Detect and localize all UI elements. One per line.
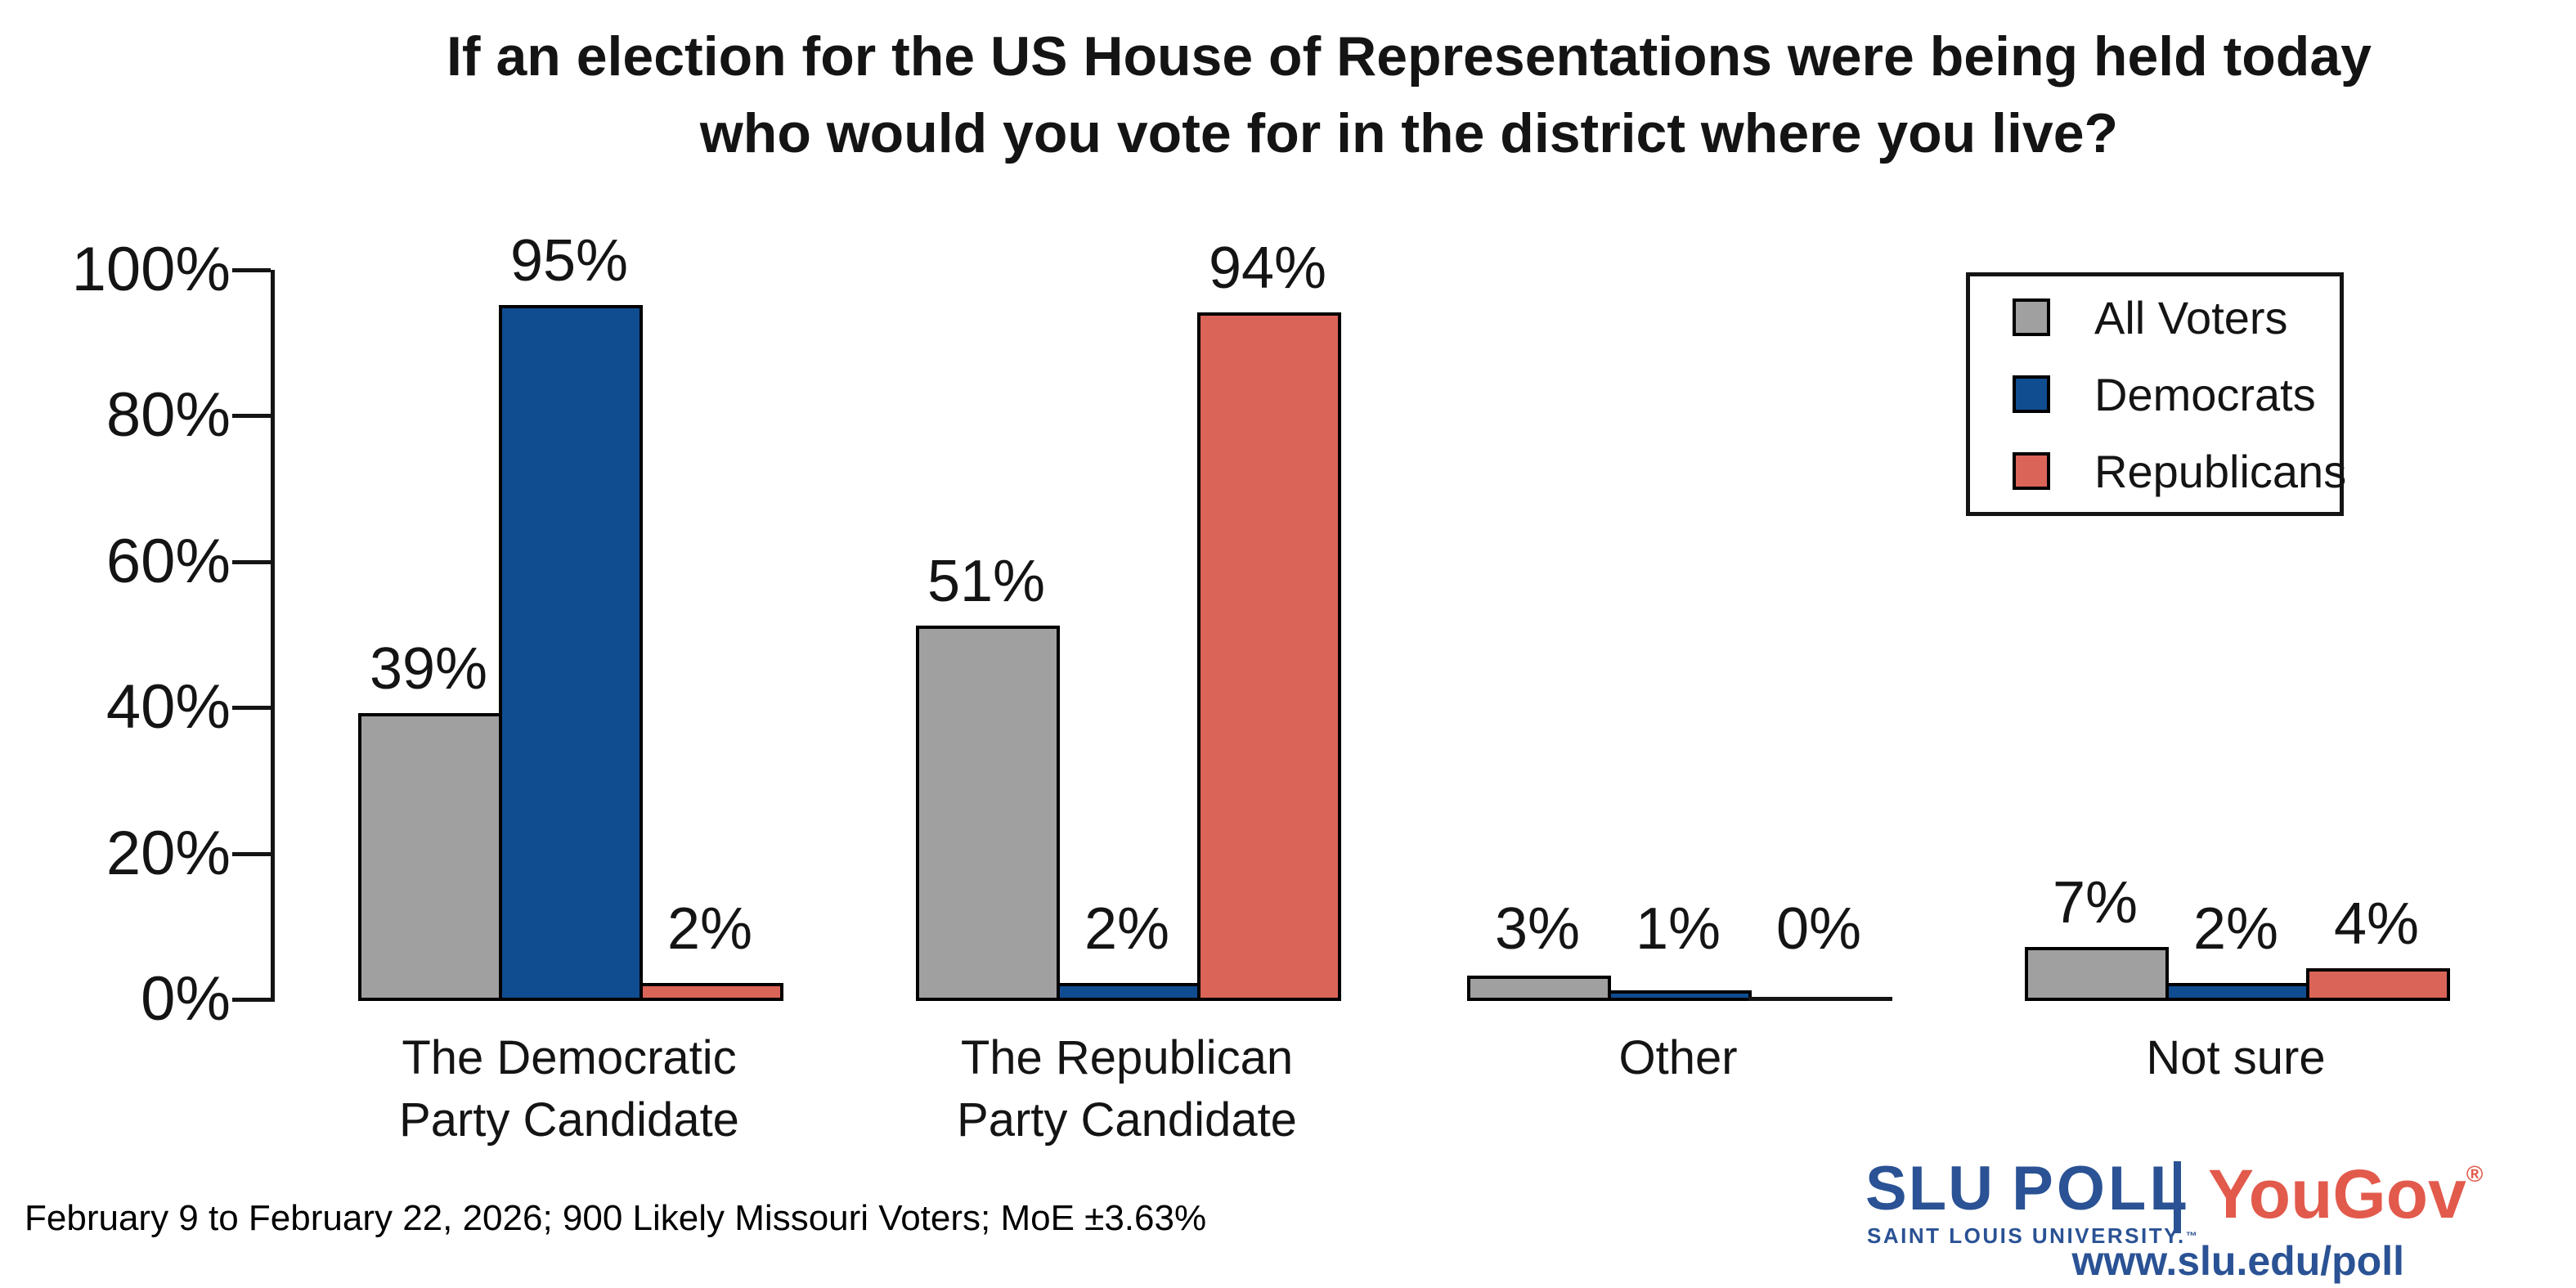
footnote: February 9 to February 22, 2026; 900 Lik…	[25, 1198, 1207, 1238]
value-label-democrats-not-sure: 2%	[2192, 896, 2279, 962]
bar-republicans-not-sure	[2306, 968, 2450, 1001]
value-label-all-voters-other: 3%	[1494, 896, 1581, 962]
bar-republicans-the-democratic-party-candidate	[640, 983, 783, 1001]
y-tick-label-40: 40%	[105, 672, 231, 743]
value-label-all-voters-the-republican-party-candidate: 51%	[927, 549, 1046, 614]
bar-all-voters-other	[1467, 976, 1611, 1001]
y-tick-label-60: 60%	[105, 526, 231, 596]
y-tick-40	[232, 706, 271, 711]
value-label-democrats-other: 1%	[1635, 896, 1721, 962]
bar-group-not-sure: 7% 2% 4% Not sure	[2025, 270, 2450, 1084]
y-tick-0	[232, 998, 271, 1002]
legend-swatch-democrats	[2013, 375, 2050, 413]
legend-item-all-voters: All Voters	[2013, 291, 2340, 344]
slu-logo-word: SLU	[1865, 1154, 1995, 1223]
value-label-republicans-not-sure: 4%	[2333, 891, 2420, 957]
y-tick-80	[232, 414, 271, 419]
slu-poll-logo: SLU POLL	[1865, 1156, 2191, 1222]
value-label-republicans-the-democratic-party-candidate: 2%	[666, 896, 753, 962]
y-tick-label-0: 0%	[141, 964, 231, 1034]
value-label-republicans-the-republican-party-candidate: 94%	[1208, 236, 1327, 301]
legend: All Voters Democrats Republicans	[1966, 272, 2346, 516]
legend-label-democrats: Democrats	[2094, 368, 2316, 420]
chart-title: If an election for the US House of Repre…	[285, 18, 2533, 172]
bar-democrats-not-sure	[2165, 983, 2309, 1001]
y-tick-label-80: 80%	[105, 380, 231, 451]
value-label-all-voters-the-democratic-party-candidate: 39%	[369, 636, 488, 702]
slu-poll-url: www.slu.edu/poll	[2071, 1238, 2405, 1284]
yougov-logo-text: YouGov	[2208, 1156, 2466, 1232]
bar-democrats-the-republican-party-candidate	[1057, 983, 1200, 1001]
legend-label-republicans: Republicans	[2094, 445, 2347, 497]
slu-tagline-text: SAINT LOUIS UNIVERSITY.	[1867, 1223, 2186, 1248]
legend-swatch-all-voters	[2013, 298, 2050, 336]
bar-all-voters-not-sure	[2025, 947, 2169, 1001]
registered-symbol: ®	[2466, 1161, 2484, 1187]
bar-democrats-other	[1608, 990, 1752, 1001]
y-tick-20	[232, 851, 271, 856]
y-axis-line	[271, 270, 275, 1002]
value-label-democrats-the-republican-party-candidate: 2%	[1084, 896, 1170, 962]
bar-group-other: 3% 1% 0% Other	[1467, 270, 1892, 1084]
bar-democrats-the-democratic-party-candidate	[499, 305, 643, 1001]
value-label-republicans-other: 0%	[1775, 896, 1862, 962]
legend-item-democrats: Democrats	[2013, 368, 2340, 421]
category-label-the-democratic-party-candidate: The Democratic Party Candidate	[399, 1031, 739, 1147]
trademark-symbol: ™	[2185, 1229, 2197, 1242]
legend-swatch-republicans	[2013, 452, 2050, 490]
y-tick-60	[232, 559, 271, 564]
chart-title-line1: If an election for the US House of Repre…	[447, 25, 2372, 88]
category-label-other: Other	[1618, 1031, 1738, 1084]
value-label-all-voters-not-sure: 7%	[2052, 870, 2138, 936]
logo-divider	[2174, 1161, 2181, 1233]
yougov-logo: YouGov®	[2208, 1158, 2483, 1230]
value-label-democrats-the-democratic-party-candidate: 95%	[509, 228, 629, 294]
category-label-the-republican-party-candidate: The Republican Party Candidate	[957, 1031, 1297, 1147]
bar-all-voters-the-republican-party-candidate	[916, 626, 1060, 1001]
chart-title-line2: who would you vote for in the district w…	[699, 102, 2119, 164]
y-tick-label-100: 100%	[71, 235, 231, 304]
poll-logo-word: POLL	[2012, 1154, 2191, 1223]
category-label-not-sure: Not sure	[2146, 1031, 2326, 1084]
bar-group-the-republican-party-candidate: 51% 2% 94% The Republican Party Candidate	[916, 236, 1341, 1147]
bar-republicans-other	[1748, 997, 1892, 1001]
legend-label-all-voters: All Voters	[2094, 291, 2288, 343]
bar-republicans-the-republican-party-candidate	[1197, 312, 1341, 1001]
legend-item-republicans: Republicans	[2013, 445, 2346, 498]
bar-all-voters-the-democratic-party-candidate	[358, 713, 502, 1001]
bar-group-the-democratic-party-candidate: 39% 95% 2% The Democratic Party Candidate	[358, 228, 783, 1147]
y-tick-100	[232, 268, 271, 272]
y-tick-label-20: 20%	[105, 818, 231, 888]
slu-tagline: SAINT LOUIS UNIVERSITY.™	[1867, 1223, 2197, 1248]
